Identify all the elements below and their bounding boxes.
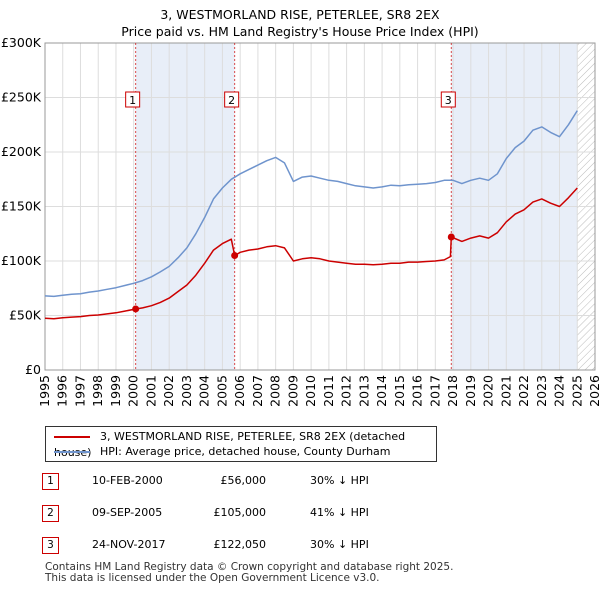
x-tick-label: 2002 [161,375,176,407]
footer: Contains HM Land Registry data © Crown c… [45,562,453,584]
x-tick-label: 2016 [410,375,425,407]
x-tick-label: 2017 [427,375,442,407]
x-tick-label: 1995 [37,375,52,407]
legend-item-property: 3, WESTMORLAND RISE, PETERLEE, SR8 2EX (… [54,429,436,459]
x-tick-label: 2001 [143,375,158,407]
x-tick-label: 2018 [445,375,460,407]
x-tick-label: 2026 [587,375,600,407]
x-tick-label: 2022 [516,375,531,407]
x-tick-label: 1996 [55,375,70,407]
x-tick-label: 2023 [534,375,549,407]
x-tick-label: 2015 [392,375,407,407]
y-tick-label: £150K [1,199,42,214]
x-tick-label: 2024 [552,375,567,407]
x-tick-label: 2007 [250,375,265,407]
x-tick-label: 2010 [303,375,318,407]
x-tick-label: 2014 [374,375,389,407]
sale-number-badge: 3 [42,537,59,554]
x-tick-label: 2004 [197,375,212,407]
x-tick-label: 2011 [321,375,336,407]
sale-label-box [440,91,456,108]
y-tick-label: £100K [1,253,42,268]
x-tick-label: 2013 [356,375,371,407]
x-tick-label: 2021 [498,375,513,407]
x-tick-label: 2020 [481,375,496,407]
footer-line-2: This data is licensed under the Open Gov… [45,572,380,584]
y-tick-label: £250K [1,90,42,105]
x-tick-label: 2012 [339,375,354,407]
sale-price: £122,050 [213,538,267,551]
sale-date: 10-FEB-2000 [92,474,163,487]
sale-number-badge: 1 [42,473,59,490]
sale-point [231,252,239,260]
sale-hpi-diff: 30% ↓ HPI [310,538,369,551]
sale-point [447,233,455,241]
sale-label: 3 [445,94,452,107]
x-tick-label: 2025 [569,375,584,407]
sale-price: £105,000 [213,506,267,519]
y-tick-label: £200K [1,144,42,159]
x-tick-label: 2008 [268,375,283,407]
sale-price: £56,000 [220,474,267,487]
sale-date: 24-NOV-2017 [92,538,166,551]
x-tick-label: 2003 [179,375,194,407]
sale-label-box [224,91,240,108]
chart-title-block: 3, WESTMORLAND RISE, PETERLEE, SR8 2EX P… [0,6,600,40]
y-tick-label: £50K [9,308,42,323]
legend: 3, WESTMORLAND RISE, PETERLEE, SR8 2EX (… [45,426,437,462]
sale-number-badge: 2 [42,505,59,522]
chart-title: 3, WESTMORLAND RISE, PETERLEE, SR8 2EX [160,7,440,22]
sale-row: 2 09-SEP-2005 £105,000 41% ↓ HPI [0,504,600,522]
sale-row: 3 24-NOV-2017 £122,050 30% ↓ HPI [0,536,600,554]
legend-item-hpi: HPI: Average price, detached house, Coun… [54,444,391,460]
x-tick-label: 1998 [90,375,105,407]
x-tick-label: 2019 [463,375,478,407]
x-tick-label: 2000 [126,375,141,407]
chart-subtitle: Price paid vs. HM Land Registry's House … [121,24,479,39]
legend-label-hpi: HPI: Average price, detached house, Coun… [100,445,391,458]
x-tick-label: 2005 [214,375,229,407]
series-line-hpi [44,110,578,298]
sale-hpi-diff: 41% ↓ HPI [310,506,369,519]
sale-label: 2 [228,94,235,107]
x-tick-label: 1999 [108,375,123,407]
x-tick-label: 2006 [232,375,247,407]
sale-point [132,305,140,313]
y-tick-label: £0 [25,362,41,377]
footer-line-1: Contains HM Land Registry data © Crown c… [45,561,454,573]
legend-line-hpi [54,451,90,453]
sale-label: 1 [129,94,136,107]
sale-row: 1 10-FEB-2000 £56,000 30% ↓ HPI [0,472,600,490]
x-tick-label: 2009 [285,375,300,407]
legend-line-property [54,436,90,438]
sale-date: 09-SEP-2005 [92,506,163,519]
sale-hpi-diff: 30% ↓ HPI [310,474,369,487]
x-tick-label: 1997 [72,375,87,407]
plot-border [44,42,596,371]
sale-label-box [125,91,141,108]
y-tick-label: £300K [1,35,42,50]
